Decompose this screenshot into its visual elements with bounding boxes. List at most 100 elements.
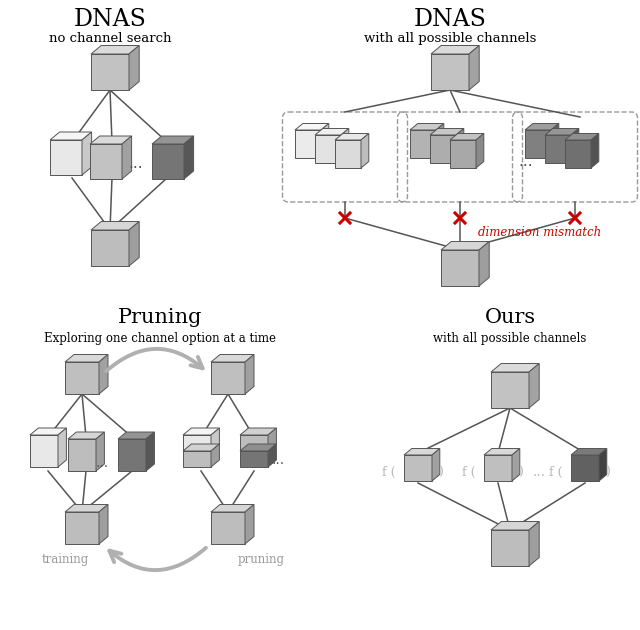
Polygon shape <box>315 135 341 163</box>
Polygon shape <box>65 512 99 544</box>
Polygon shape <box>450 134 484 140</box>
Polygon shape <box>118 432 154 439</box>
Polygon shape <box>99 505 108 544</box>
Polygon shape <box>295 123 329 130</box>
Polygon shape <box>571 455 599 481</box>
Text: ...: ... <box>95 456 109 470</box>
Polygon shape <box>361 134 369 168</box>
Polygon shape <box>183 444 220 451</box>
Text: Ours: Ours <box>484 308 536 327</box>
Text: with all possible channels: with all possible channels <box>364 32 536 45</box>
Text: ...: ... <box>518 154 533 169</box>
Polygon shape <box>404 455 432 481</box>
Polygon shape <box>30 435 58 467</box>
Polygon shape <box>184 136 193 179</box>
Polygon shape <box>315 129 349 135</box>
Polygon shape <box>211 512 245 544</box>
Polygon shape <box>211 505 254 512</box>
Text: with all possible channels: with all possible channels <box>433 332 587 345</box>
Polygon shape <box>565 140 591 168</box>
Text: ...: ... <box>533 465 546 479</box>
Text: DNAS: DNAS <box>413 8 486 31</box>
Polygon shape <box>491 372 529 408</box>
Polygon shape <box>431 45 479 54</box>
Polygon shape <box>91 230 129 266</box>
Polygon shape <box>90 144 122 179</box>
Polygon shape <box>456 129 464 163</box>
Polygon shape <box>491 530 529 566</box>
Polygon shape <box>476 134 484 168</box>
Polygon shape <box>118 439 146 471</box>
Polygon shape <box>211 355 254 362</box>
Polygon shape <box>431 54 469 90</box>
Polygon shape <box>410 130 436 158</box>
Polygon shape <box>525 130 551 158</box>
Polygon shape <box>58 428 67 467</box>
Polygon shape <box>479 241 489 286</box>
Polygon shape <box>99 355 108 394</box>
Polygon shape <box>91 222 140 230</box>
Polygon shape <box>65 355 108 362</box>
Polygon shape <box>268 428 276 451</box>
Polygon shape <box>432 449 440 481</box>
Polygon shape <box>50 132 92 140</box>
Text: dimension mismatch: dimension mismatch <box>478 226 601 239</box>
Polygon shape <box>30 428 67 435</box>
Polygon shape <box>410 123 444 130</box>
Polygon shape <box>469 45 479 90</box>
Polygon shape <box>441 241 489 250</box>
Polygon shape <box>146 432 154 471</box>
Polygon shape <box>295 130 321 158</box>
Polygon shape <box>91 45 140 54</box>
Polygon shape <box>245 355 254 394</box>
Polygon shape <box>211 428 220 451</box>
Text: training: training <box>42 553 89 566</box>
Polygon shape <box>82 132 92 175</box>
Text: ): ) <box>605 466 610 479</box>
Polygon shape <box>183 435 211 451</box>
Text: f (: f ( <box>549 466 563 479</box>
Polygon shape <box>183 428 220 435</box>
Text: f (: f ( <box>462 466 476 479</box>
Polygon shape <box>129 222 140 266</box>
Polygon shape <box>571 129 579 163</box>
Polygon shape <box>484 449 520 455</box>
Polygon shape <box>268 444 276 467</box>
Polygon shape <box>96 432 104 471</box>
Polygon shape <box>525 123 559 130</box>
Polygon shape <box>245 505 254 544</box>
Text: Pruning: Pruning <box>118 308 202 327</box>
Text: ...: ... <box>129 156 143 171</box>
Polygon shape <box>430 129 464 135</box>
Polygon shape <box>152 144 184 179</box>
Polygon shape <box>240 428 276 435</box>
Polygon shape <box>68 439 96 471</box>
Polygon shape <box>484 455 512 481</box>
Polygon shape <box>404 449 440 455</box>
Text: no channel search: no channel search <box>49 32 172 45</box>
Text: ): ) <box>518 466 523 479</box>
Text: ): ) <box>438 466 443 479</box>
Polygon shape <box>240 444 276 451</box>
Text: DNAS: DNAS <box>74 8 147 31</box>
Polygon shape <box>551 123 559 158</box>
Polygon shape <box>491 522 540 530</box>
Polygon shape <box>65 362 99 394</box>
Polygon shape <box>545 135 571 163</box>
Polygon shape <box>591 134 599 168</box>
Polygon shape <box>565 134 599 140</box>
Polygon shape <box>335 134 369 140</box>
Polygon shape <box>211 362 245 394</box>
Polygon shape <box>341 129 349 163</box>
Polygon shape <box>50 140 82 175</box>
Polygon shape <box>240 451 268 467</box>
Text: pruning: pruning <box>238 553 285 566</box>
Polygon shape <box>529 522 540 566</box>
Polygon shape <box>68 432 104 439</box>
Polygon shape <box>129 45 140 90</box>
Polygon shape <box>571 449 607 455</box>
Polygon shape <box>450 140 476 168</box>
Text: f (: f ( <box>382 466 396 479</box>
Polygon shape <box>512 449 520 481</box>
Polygon shape <box>599 449 607 481</box>
